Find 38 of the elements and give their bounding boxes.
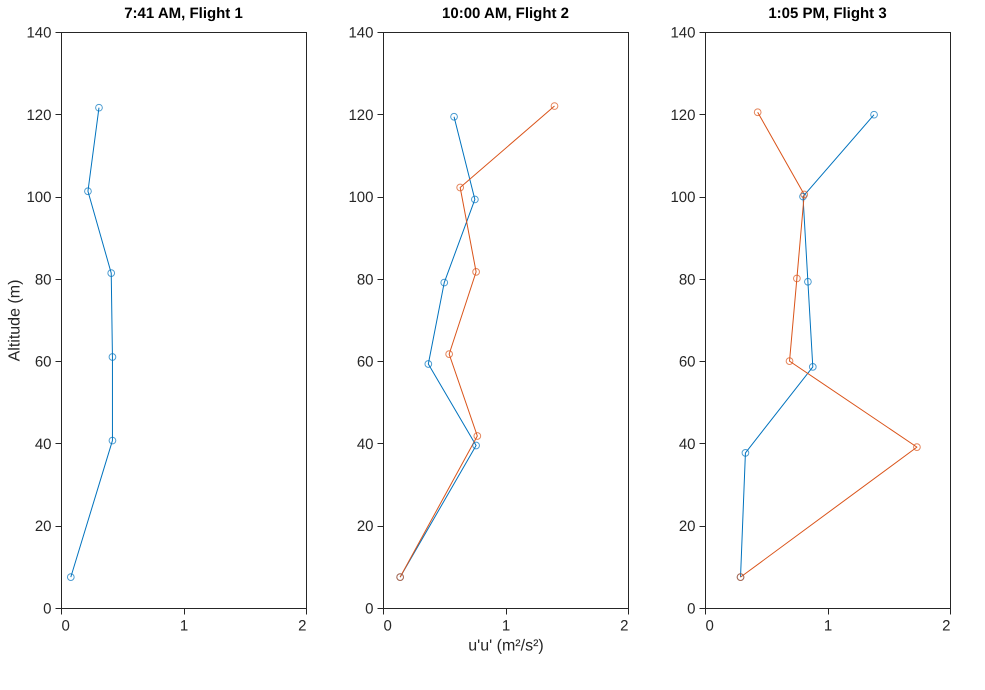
chart-title: 1:05 PM, Flight 3 [768, 5, 887, 22]
chart-title: 10:00 AM, Flight 2 [442, 5, 569, 22]
y-tick-label: 40 [34, 436, 52, 453]
y-tick-label: 80 [34, 271, 52, 288]
x-tick-label: 1 [824, 618, 832, 634]
x-axis-title: u'u' (m²/s²) [468, 638, 544, 654]
y-tick-label: 120 [348, 106, 374, 124]
y-tick-label: 40 [678, 436, 696, 453]
y-tick-label: 60 [34, 354, 52, 371]
y-tick-label: 0 [687, 600, 696, 618]
y-tick-label: 20 [678, 518, 696, 536]
y-tick-label: 20 [356, 518, 374, 536]
y-tick-label: 100 [670, 189, 696, 206]
y-tick-label: 100 [26, 189, 52, 206]
y-tick-label: 60 [678, 354, 696, 371]
y-tick-label: 20 [34, 518, 52, 536]
x-tick-label: 1 [502, 618, 510, 634]
x-tick-label: 2 [942, 618, 950, 634]
y-tick-label: 40 [356, 436, 374, 453]
y-tick-label: 60 [356, 354, 374, 371]
y-tick-label: 0 [43, 600, 52, 618]
y-axis-title: Altitude (m) [6, 280, 24, 362]
y-tick-label: 140 [26, 24, 52, 42]
x-tick-label: 1 [180, 618, 188, 634]
y-tick-label: 100 [348, 189, 374, 206]
x-tick-label: 2 [298, 618, 306, 634]
y-tick-label: 140 [348, 24, 374, 42]
x-tick-label: 0 [384, 618, 392, 634]
y-tick-label: 140 [670, 24, 696, 42]
x-tick-label: 0 [62, 618, 70, 634]
y-tick-label: 80 [678, 271, 696, 288]
x-tick-label: 0 [706, 618, 714, 634]
chart-title: 7:41 AM, Flight 1 [124, 5, 243, 22]
y-tick-label: 120 [670, 106, 696, 124]
y-tick-label: 80 [356, 271, 374, 288]
x-tick-label: 2 [620, 618, 628, 634]
y-tick-label: 0 [365, 600, 374, 618]
y-tick-label: 120 [26, 106, 52, 124]
